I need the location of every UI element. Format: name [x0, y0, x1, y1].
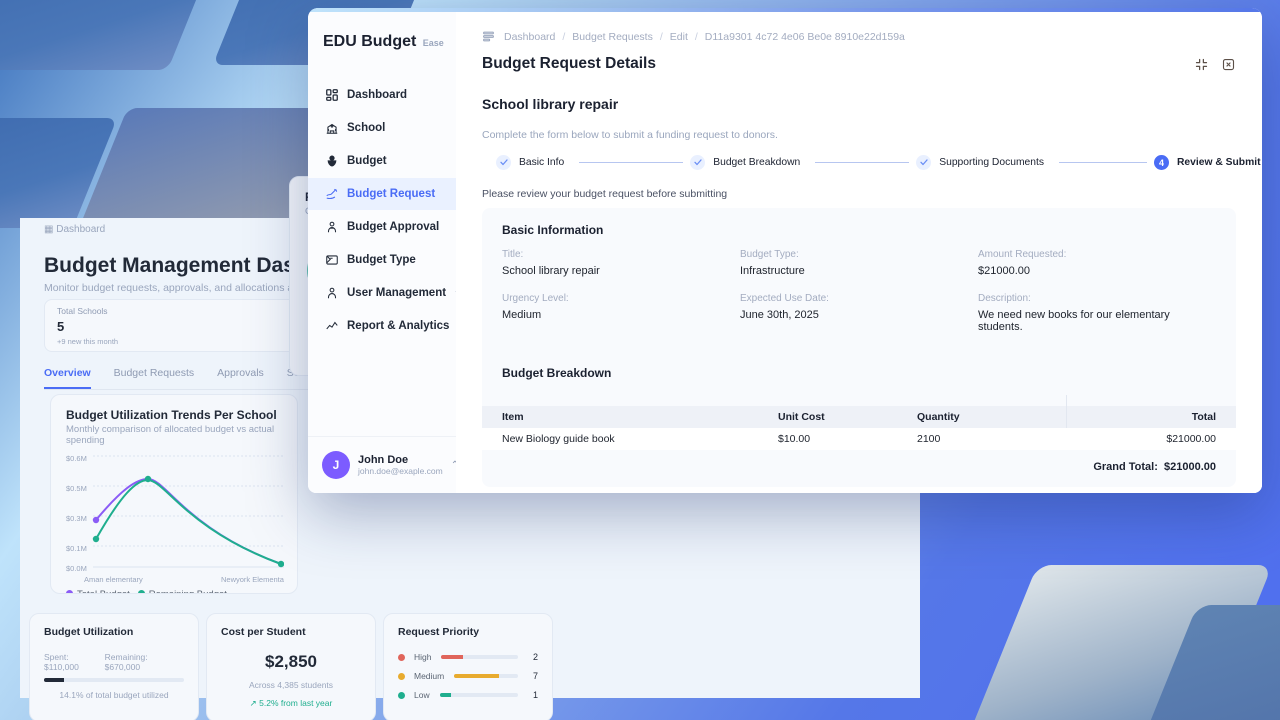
svg-text:$0.1M: $0.1M [66, 544, 87, 553]
svg-text:$0.0M: $0.0M [66, 564, 87, 573]
svg-text:Newyork Elementary: Newyork Elementary [221, 575, 284, 584]
svg-text:$0.6M: $0.6M [66, 454, 87, 463]
svg-text:$0.3M: $0.3M [66, 514, 87, 523]
svg-text:Aman elementary: Aman elementary [84, 575, 143, 584]
svg-text:$0.5M: $0.5M [66, 484, 87, 493]
